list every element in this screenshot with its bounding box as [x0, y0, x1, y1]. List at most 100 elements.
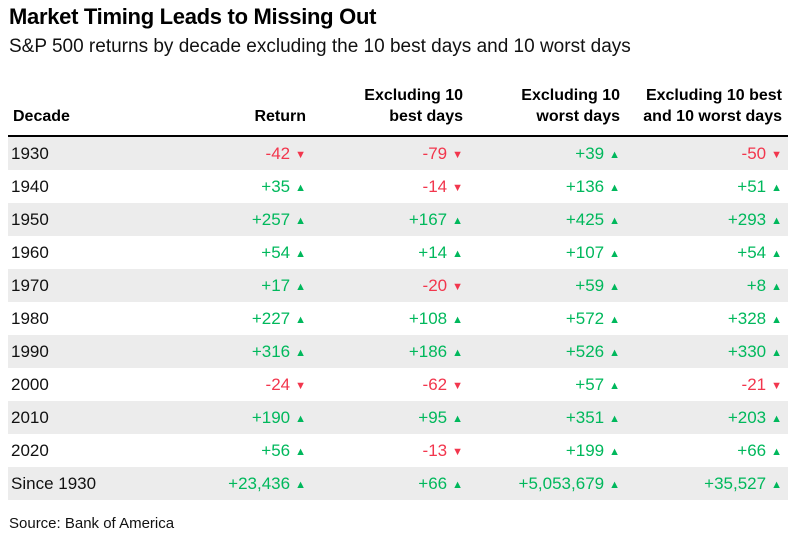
triangle-down-icon: ▼ — [295, 148, 306, 161]
decade-label: 1950 — [8, 203, 198, 236]
value-text: +425 — [565, 209, 605, 229]
value-text: +167 — [408, 209, 448, 229]
value-cell: +108 ▲ — [312, 302, 469, 335]
value-cell: -20 ▼ — [312, 269, 469, 302]
table-body: 1930 -42 ▼ -79 ▼ +39 ▲ -50 ▼ 1940 +35 ▲ -14 ▼ +136 ▲ +51… — [8, 136, 788, 500]
triangle-down-icon: ▼ — [771, 148, 782, 161]
table-row: 1980 +227 ▲ +108 ▲ +572 ▲ +328 ▲ — [8, 302, 788, 335]
column-header-line: worst days — [536, 108, 620, 125]
value-cell: -21 ▼ — [626, 368, 788, 401]
value-cell: +316 ▲ — [198, 335, 312, 368]
value-cell: -24 ▼ — [198, 368, 312, 401]
triangle-up-icon: ▲ — [609, 412, 620, 425]
decade-label: 2020 — [11, 440, 49, 460]
value-cell: +526 ▲ — [469, 335, 626, 368]
value-cell: +66 ▲ — [312, 467, 469, 500]
value-text: +293 — [727, 209, 767, 229]
value-cell: +8 ▲ — [626, 269, 788, 302]
triangle-up-icon: ▲ — [771, 214, 782, 227]
triangle-up-icon: ▲ — [771, 313, 782, 326]
value-cell: +39 ▲ — [469, 136, 626, 170]
value-cell: +203 ▲ — [626, 401, 788, 434]
triangle-up-icon: ▲ — [295, 280, 306, 293]
triangle-up-icon: ▲ — [771, 181, 782, 194]
table-row: 1950 +257 ▲ +167 ▲ +425 ▲ +293 ▲ — [8, 203, 788, 236]
decade-label: 1940 — [11, 176, 49, 196]
value-cell: +572 ▲ — [469, 302, 626, 335]
value-text: +66 — [737, 440, 767, 460]
triangle-up-icon: ▲ — [609, 247, 620, 260]
decade-label: 1930 — [8, 136, 198, 170]
triangle-up-icon: ▲ — [295, 247, 306, 260]
column-header-excl-both: Excluding 10 best and 10 worst days — [626, 84, 788, 137]
value-cell: -14 ▼ — [312, 170, 469, 203]
value-text: +316 — [251, 341, 291, 361]
value-cell: +257 ▲ — [198, 203, 312, 236]
triangle-up-icon: ▲ — [609, 346, 620, 359]
value-cell: +23,436 ▲ — [198, 467, 312, 500]
value-cell: +5,053,679 ▲ — [469, 467, 626, 500]
triangle-up-icon: ▲ — [609, 280, 620, 293]
value-text: +39 — [575, 143, 605, 163]
decade-label: 2010 — [8, 401, 198, 434]
triangle-up-icon: ▲ — [295, 412, 306, 425]
triangle-up-icon: ▲ — [771, 247, 782, 260]
value-text: +190 — [251, 407, 291, 427]
triangle-up-icon: ▲ — [609, 379, 620, 392]
value-text: -42 — [265, 143, 291, 163]
triangle-up-icon: ▲ — [452, 478, 463, 491]
triangle-up-icon: ▲ — [452, 346, 463, 359]
triangle-up-icon: ▲ — [609, 313, 620, 326]
table-row: 1990 +316 ▲ +186 ▲ +526 ▲ +330 ▲ — [8, 335, 788, 368]
value-text: +35,527 — [704, 473, 767, 493]
value-text: +330 — [727, 341, 767, 361]
value-cell: +328 ▲ — [626, 302, 788, 335]
value-cell: +14 ▲ — [312, 236, 469, 269]
source-note: Source: Bank of America — [9, 515, 175, 532]
triangle-up-icon: ▲ — [609, 214, 620, 227]
value-cell: +136 ▲ — [469, 170, 626, 203]
value-text: +35 — [261, 176, 291, 196]
value-cell: +167 ▲ — [312, 203, 469, 236]
value-text: +186 — [408, 341, 448, 361]
triangle-down-icon: ▼ — [452, 280, 463, 293]
table-row: 1930 -42 ▼ -79 ▼ +39 ▲ -50 ▼ — [8, 136, 788, 170]
value-text: +199 — [565, 440, 605, 460]
value-text: +136 — [565, 176, 605, 196]
triangle-down-icon: ▼ — [452, 379, 463, 392]
decade-label: 2000 — [11, 374, 49, 394]
triangle-up-icon: ▲ — [452, 412, 463, 425]
triangle-up-icon: ▲ — [771, 346, 782, 359]
value-text: +95 — [418, 407, 448, 427]
table-row: 2020 +56 ▲ -13 ▼ +199 ▲ +66 ▲ — [8, 434, 788, 467]
triangle-up-icon: ▲ — [609, 445, 620, 458]
value-text: +59 — [575, 275, 605, 295]
triangle-up-icon: ▲ — [295, 181, 306, 194]
column-header-line: and 10 worst days — [643, 108, 782, 125]
column-header-line: Excluding 10 — [364, 87, 463, 104]
value-text: +54 — [261, 242, 291, 262]
value-cell: +54 ▲ — [626, 236, 788, 269]
decade-label: 1960 — [11, 242, 49, 262]
column-header-return: Return — [198, 84, 312, 137]
value-text: -79 — [422, 143, 448, 163]
value-text: +108 — [408, 308, 448, 328]
value-text: -20 — [422, 275, 448, 295]
decade-label: 1970 — [8, 269, 198, 302]
table-row: Since 1930 +23,436 ▲ +66 ▲ +5,053,679 ▲ +35,527… — [8, 467, 788, 500]
decade-label: 1990 — [8, 335, 198, 368]
triangle-up-icon: ▲ — [452, 313, 463, 326]
value-cell: +17 ▲ — [198, 269, 312, 302]
value-text: -21 — [741, 374, 767, 394]
value-text: -24 — [265, 374, 291, 394]
triangle-up-icon: ▲ — [609, 148, 620, 161]
triangle-up-icon: ▲ — [771, 478, 782, 491]
value-text: +328 — [727, 308, 767, 328]
triangle-up-icon: ▲ — [295, 313, 306, 326]
value-text: +23,436 — [228, 473, 291, 493]
value-cell: +351 ▲ — [469, 401, 626, 434]
value-cell: +199 ▲ — [469, 434, 626, 467]
triangle-down-icon: ▼ — [452, 445, 463, 458]
value-text: -50 — [741, 143, 767, 163]
value-text: +66 — [418, 473, 448, 493]
